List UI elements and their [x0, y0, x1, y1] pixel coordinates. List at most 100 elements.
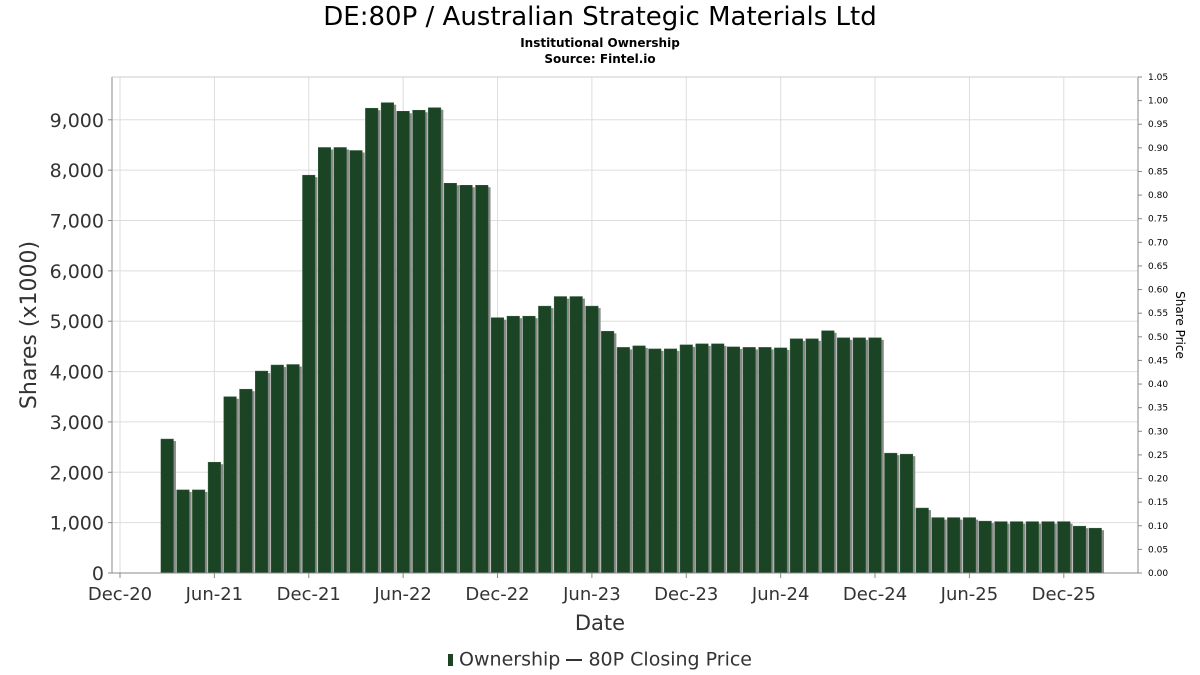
bar-Mar-22 [349, 150, 363, 574]
bar-Oct-21 [270, 364, 284, 574]
bar-May-21 [192, 489, 206, 574]
chart-title: DE:80P / Australian Strategic Materials … [323, 2, 877, 32]
x-tick-label: Jun-24 [751, 584, 810, 605]
y2-tick-label: 0.70 [1148, 238, 1168, 248]
bar-Mar-25 [915, 507, 929, 574]
bar-Oct-25 [1025, 521, 1039, 574]
y2-tick-label: 0.40 [1148, 380, 1168, 390]
bar-Aug-21 [239, 388, 253, 574]
bar-Aug-25 [994, 521, 1008, 574]
bar-May-22 [380, 102, 394, 574]
bar-Apr-24 [742, 347, 756, 574]
bar-Nov-24 [852, 337, 866, 574]
y2-tick-label: 0.75 [1148, 215, 1168, 225]
bar-Jan-26 [1073, 525, 1087, 574]
y2-tick-label: 0.95 [1148, 120, 1168, 130]
bar-Oct-22 [459, 185, 473, 574]
ownership-legend-icon [448, 653, 453, 666]
x-tick-label: Dec-22 [465, 584, 529, 605]
bar-Sep-21 [255, 370, 269, 574]
bar-Sep-24 [821, 330, 835, 574]
x-tick-label: Dec-21 [277, 584, 341, 605]
y-tick-label: 8,000 [50, 160, 104, 182]
bar-Sep-25 [1010, 521, 1024, 574]
bar-Aug-24 [805, 338, 819, 574]
y2-tick-label: 0.30 [1148, 427, 1168, 437]
bar-Oct-24 [837, 337, 851, 574]
y2-tick-label: 0.85 [1148, 167, 1168, 177]
x-tick-label: Dec-24 [843, 584, 907, 605]
y-tick-label: 2,000 [50, 462, 104, 484]
bar-Mar-21 [160, 438, 174, 574]
bar-Jan-23 [506, 315, 520, 574]
bar-May-25 [947, 517, 961, 574]
bar-Nov-21 [286, 364, 300, 574]
y2-tick-label: 0.00 [1148, 569, 1168, 579]
bar-Feb-26 [1088, 527, 1102, 574]
bar-Jan-25 [884, 452, 898, 574]
chart-subtitle: Institutional Ownership [520, 36, 680, 50]
bar-Nov-23 [664, 348, 678, 574]
bar-Feb-24 [711, 343, 725, 574]
bar-May-23 [569, 296, 583, 574]
bar-Jul-21 [223, 396, 237, 574]
bar-Jun-25 [962, 517, 976, 574]
bar-Dec-22 [491, 317, 505, 574]
bar-May-24 [758, 347, 772, 574]
x-tick-label: Dec-23 [654, 584, 718, 605]
bar-Jul-23 [601, 331, 615, 574]
bar-Apr-21 [176, 489, 190, 574]
bar-Jun-24 [774, 347, 788, 574]
y2-tick-label: 0.90 [1148, 144, 1168, 154]
y-tick-label: 4,000 [50, 362, 104, 384]
x-axis-label: Date [575, 611, 625, 635]
bar-Sep-22 [443, 182, 457, 574]
legend-price: 80P Closing Price [588, 648, 752, 671]
y2-tick-label: 0.20 [1148, 475, 1168, 485]
bar-Apr-25 [931, 517, 945, 574]
bar-Mar-23 [538, 305, 552, 574]
x-tick-label: Dec-20 [88, 584, 152, 605]
chart-source: Source: Fintel.io [544, 52, 656, 66]
y2-tick-label: 0.55 [1148, 309, 1168, 319]
bar-Feb-25 [900, 453, 913, 574]
bar-Feb-22 [333, 147, 347, 574]
y-axis-label: Shares (x1000) [17, 241, 42, 409]
y2-tick-label: 0.80 [1148, 191, 1168, 201]
y2-tick-label: 1.05 [1148, 73, 1168, 83]
bar-Apr-22 [365, 107, 379, 574]
y2-tick-label: 0.15 [1148, 498, 1168, 508]
legend: Ownership 80P Closing Price [0, 648, 1200, 671]
bar-Jul-22 [412, 109, 426, 574]
bar-Oct-23 [648, 348, 662, 574]
price-line-legend-icon [566, 658, 583, 661]
bar-Dec-25 [1057, 521, 1071, 574]
bar-Sep-23 [632, 345, 646, 574]
x-tick-label: Jun-21 [185, 584, 244, 605]
y2-tick-label: 0.45 [1148, 356, 1168, 366]
y-tick-label: 6,000 [50, 261, 104, 283]
y-tick-label: 7,000 [50, 211, 104, 233]
bar-Nov-22 [475, 185, 489, 574]
x-tick-label: Jun-25 [940, 584, 999, 605]
bar-Jan-24 [695, 343, 709, 574]
y-tick-label: 1,000 [50, 513, 104, 535]
bar-Jun-21 [207, 461, 221, 574]
y2-tick-label: 0.60 [1148, 286, 1168, 296]
y2-tick-label: 0.25 [1148, 451, 1168, 461]
y-tick-label: 9,000 [50, 110, 104, 132]
y2-tick-label: 1.00 [1148, 97, 1168, 107]
bar-Aug-22 [428, 107, 442, 574]
bar-Jul-24 [789, 338, 803, 574]
y-tick-label: 0 [92, 563, 104, 585]
bar-Feb-23 [522, 315, 536, 574]
x-tick-label: Dec-25 [1032, 584, 1096, 605]
bar-Apr-23 [553, 296, 567, 574]
y2-tick-label: 0.65 [1148, 262, 1168, 272]
bar-Dec-24 [868, 337, 882, 574]
bar-Jun-23 [585, 305, 599, 574]
y2-tick-label: 0.10 [1148, 522, 1168, 532]
y2-tick-label: 0.05 [1148, 545, 1168, 555]
y-tick-label: 3,000 [50, 412, 104, 434]
